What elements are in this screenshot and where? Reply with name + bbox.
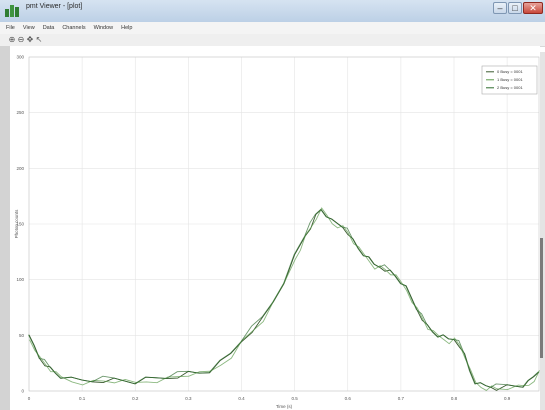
series-line-2 <box>28 208 539 388</box>
x-tick-label: 0.9 <box>504 396 511 401</box>
x-axis-ticks: 0 0.1 0.2 0.3 0.4 0.5 0.6 0.7 0.8 0.9 <box>28 396 511 401</box>
close-button[interactable]: ✕ <box>523 2 543 14</box>
maximize-button[interactable]: □ <box>508 2 522 14</box>
data-series <box>28 207 540 391</box>
series-line-1 <box>29 207 540 391</box>
x-tick-label: 0.2 <box>132 396 139 401</box>
cursor-icon[interactable]: ↖ <box>35 35 43 44</box>
y-tick-label: 300 <box>16 55 24 60</box>
x-tick-label: 0.1 <box>79 396 86 401</box>
y-tick-label: 50 <box>19 333 25 338</box>
x-axis-label: Time (s) <box>276 404 293 409</box>
x-tick-label: 0.8 <box>451 396 458 401</box>
minimize-button[interactable]: – <box>493 2 507 14</box>
menu-data[interactable]: Data <box>42 25 55 31</box>
window-title: pmt Viewer - [plot] <box>26 3 83 10</box>
menu-channels[interactable]: Channels <box>62 25 86 31</box>
y-tick-label: 250 <box>16 110 24 115</box>
pan-icon[interactable]: ✥ <box>26 35 34 44</box>
legend: 0 Busy = 0001 1 Busy = 0001 2 Busy = 0001 <box>481 65 538 95</box>
y-tick-label: 100 <box>16 277 24 282</box>
y-tick-label: 200 <box>16 166 24 171</box>
zoom-out-icon[interactable]: ⊖ <box>17 35 25 44</box>
menu-file[interactable]: File <box>6 25 15 31</box>
window-controls: – □ ✕ <box>493 2 543 16</box>
x-tick-label: 0.6 <box>345 396 352 401</box>
plot-frame <box>28 56 540 392</box>
menu-view[interactable]: View <box>22 25 35 31</box>
plot-area: 0 50 100 150 200 250 300 0 0.1 0.2 0.3 0.4 0.5 0.6 0.… <box>10 46 540 410</box>
legend-label: 1 Busy = 0001 <box>497 77 523 82</box>
y-axis-label: Photon counts <box>14 209 19 239</box>
menu-bar: File View Data Channels Window Help <box>0 22 545 34</box>
title-bar: pmt Viewer - [plot] – □ ✕ <box>0 0 545 23</box>
menu-help[interactable]: Help <box>121 25 133 31</box>
y-tick-label: 150 <box>16 222 24 227</box>
x-tick-label: 0.7 <box>398 396 405 401</box>
x-tick-label: 0 <box>28 396 31 401</box>
vertical-scrollbar-track[interactable] <box>540 52 545 410</box>
scroll-thumb[interactable] <box>540 238 543 358</box>
zoom-in-icon[interactable]: ⊕ <box>8 35 16 44</box>
y-axis-ticks: 0 50 100 150 200 250 300 <box>16 55 24 394</box>
left-panel <box>0 46 10 410</box>
app-logo-icon <box>5 5 19 17</box>
x-tick-label: 0.3 <box>185 396 192 401</box>
y-tick-label: 0 <box>21 389 24 394</box>
legend-label: 2 Busy = 0001 <box>497 85 523 90</box>
x-tick-label: 0.5 <box>291 396 298 401</box>
legend-label: 0 Busy = 0001 <box>497 69 523 74</box>
x-tick-label: 0.4 <box>238 396 245 401</box>
menu-window[interactable]: Window <box>93 25 114 31</box>
